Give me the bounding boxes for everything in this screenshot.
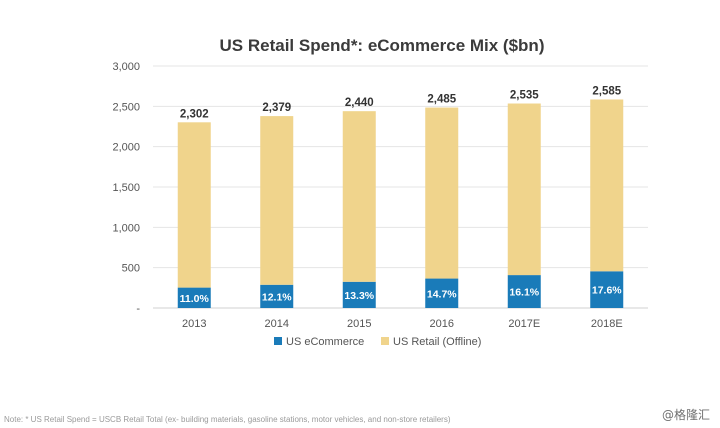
legend-label-ecommerce: US eCommerce bbox=[286, 336, 364, 348]
ecommerce-share-label: 16.1% bbox=[509, 287, 539, 299]
y-tick-label: 2,000 bbox=[112, 142, 140, 154]
x-tick-label: 2016 bbox=[430, 318, 454, 330]
y-tick-label: 2,500 bbox=[112, 101, 140, 113]
legend-swatch-offline bbox=[381, 337, 389, 345]
total-value-label: 2,379 bbox=[262, 102, 291, 114]
legend: US eCommerce US Retail (Offline) bbox=[274, 336, 481, 348]
ecommerce-share-label: 11.0% bbox=[180, 293, 210, 305]
total-value-label: 2,535 bbox=[510, 90, 539, 102]
y-tick-label: 3,000 bbox=[112, 61, 140, 73]
bar-ecommerce bbox=[590, 271, 624, 308]
x-tick-label: 2017E bbox=[508, 318, 540, 330]
bars: 11.0% 2,302 12.1% 2,379 13.3% 2,440 14.7% 2,485… bbox=[177, 85, 624, 308]
y-axis-ticks: - 500 1,000 1,500 2,000 2,500 3,000 bbox=[112, 61, 140, 315]
footnote: Note: * US Retail Spend = USCB Retail To… bbox=[4, 415, 451, 424]
x-tick-label: 2013 bbox=[182, 318, 206, 330]
y-tick-label: 500 bbox=[122, 263, 140, 275]
x-tick-label: 2018E bbox=[591, 318, 623, 330]
total-value-label: 2,485 bbox=[427, 94, 456, 106]
bar-ecommerce bbox=[260, 284, 294, 308]
legend-swatch-ecommerce bbox=[274, 337, 282, 345]
bar-offline bbox=[342, 111, 376, 282]
y-tick-label: 1,000 bbox=[112, 222, 140, 234]
y-tick-label: 1,500 bbox=[112, 182, 140, 194]
x-tick-label: 2015 bbox=[347, 318, 371, 330]
bar-offline bbox=[507, 103, 541, 276]
bar-offline bbox=[425, 107, 459, 279]
ecommerce-share-label: 13.3% bbox=[344, 290, 374, 302]
bar-offline bbox=[177, 122, 211, 288]
ecommerce-share-label: 14.7% bbox=[427, 288, 457, 300]
total-value-label: 2,585 bbox=[592, 85, 621, 97]
y-tick-label: - bbox=[136, 303, 140, 315]
total-value-label: 2,440 bbox=[345, 97, 374, 109]
watermark: @格隆汇 bbox=[661, 408, 710, 422]
gridlines bbox=[153, 65, 648, 269]
bar-ecommerce bbox=[425, 278, 459, 308]
bar-ecommerce bbox=[177, 287, 211, 308]
bar-offline bbox=[260, 116, 294, 285]
bar-offline bbox=[590, 99, 624, 272]
legend-label-offline: US Retail (Offline) bbox=[393, 336, 481, 348]
bar-ecommerce bbox=[342, 281, 376, 308]
bar-ecommerce bbox=[507, 275, 541, 308]
total-value-label: 2,302 bbox=[180, 108, 209, 120]
x-axis-ticks: 2013 2014 2015 2016 2017E 2018E bbox=[182, 318, 623, 330]
ecommerce-share-label: 17.6% bbox=[592, 285, 622, 297]
chart-title: US Retail Spend*: eCommerce Mix ($bn) bbox=[220, 36, 545, 55]
ecommerce-share-label: 12.1% bbox=[262, 291, 292, 303]
x-tick-label: 2014 bbox=[265, 318, 289, 330]
